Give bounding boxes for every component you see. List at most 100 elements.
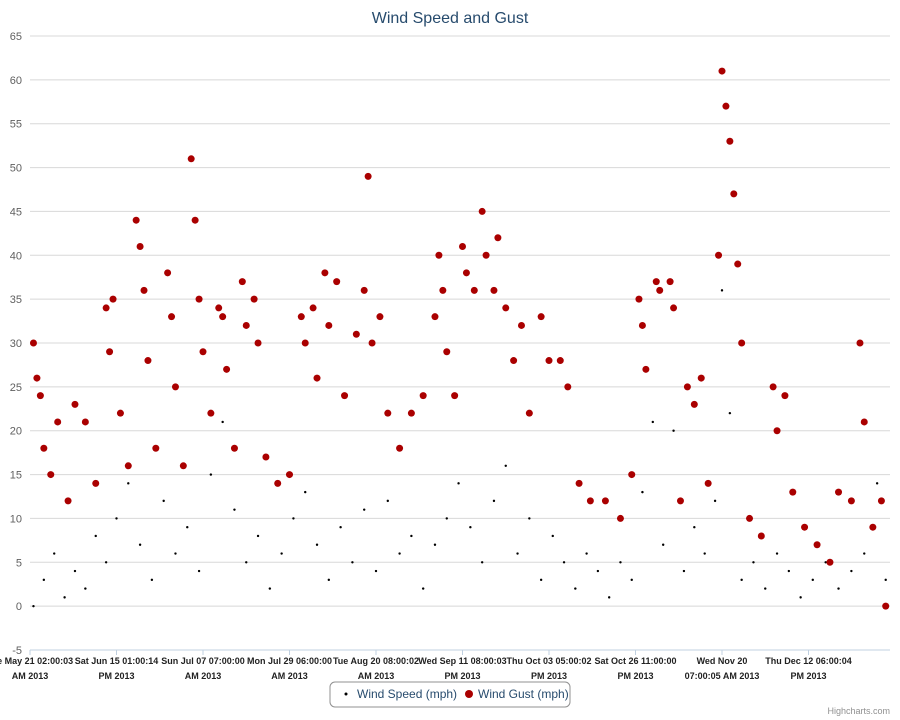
wind-gust-point [676,497,684,505]
wind-speed-point [884,578,887,582]
wind-speed-point [374,569,378,573]
wind-gust-point [556,357,564,365]
wind-gust-point [187,155,195,163]
wind-speed-point [528,517,531,520]
wind-gust-point [525,409,533,417]
wind-speed-series [32,289,887,608]
wind-gust-point [642,365,650,373]
wind-speed-point [84,587,87,590]
wind-gust-point [670,304,678,312]
wind-speed-point [775,552,779,555]
wind-speed-point [720,289,724,292]
wind-speed-point [764,587,767,590]
wind-gust-point [628,471,636,479]
wind-speed-point [445,517,448,520]
wind-gust-point [656,286,664,294]
wind-gust-point [757,532,765,540]
x-tick-label-line2: AM 2013 [271,671,308,681]
wind-gust-point [144,357,152,365]
wind-speed-point [104,561,108,564]
wind-speed-point [197,569,201,573]
wind-gust-point [860,418,868,426]
wind-gust-point [726,137,734,145]
wind-speed-point [280,552,283,555]
wind-gust-point [443,348,451,356]
credits-link[interactable]: Highcharts.com [827,706,890,716]
wind-gust-point [856,339,864,347]
x-tick-label-line2: AM 2013 [185,671,222,681]
wind-gust-legend-marker [465,690,473,698]
wind-gust-point [451,392,459,400]
wind-gust-point [286,471,293,479]
wind-speed-point [115,517,118,520]
wind-gust-point [704,479,712,487]
wind-gust-point [730,190,738,198]
grid [30,35,890,651]
wind-gust-point [690,400,698,408]
wind-gust-point [439,286,447,294]
wind-gust-point [517,321,525,329]
x-tick-label-line2: PM 2013 [617,671,653,681]
wind-speed-point [304,490,307,494]
wind-gust-point [360,286,368,294]
wind-speed-point [386,499,389,503]
wind-gust-point [54,418,62,426]
y-tick-label: 55 [10,119,22,131]
wind-gust-point [490,286,498,294]
wind-gust-point [297,313,305,321]
wind-gust-point [396,444,404,452]
wind-speed-point [421,587,425,590]
wind-gust-point [341,392,349,400]
wind-speed-point [53,552,56,555]
wind-gust-point [564,383,572,391]
wind-speed-point [492,499,496,503]
wind-speed-point [863,552,866,555]
wind-gust-point [482,251,490,259]
wind-speed-point [410,534,413,538]
x-tick-label: Sat Oct 26 11:00:00 [594,656,676,666]
wind-gust-point [494,234,502,242]
legend-item-wind-gust[interactable]: Wind Gust (mph) [465,687,569,701]
wind-speed-point [469,526,472,529]
wind-speed-point [837,587,840,590]
wind-gust-point [238,278,246,286]
wind-gust-point [207,409,215,417]
wind-speed-point [824,561,827,564]
wind-speed-point [562,561,566,564]
wind-speed-point [693,526,696,529]
wind-gust-point [36,392,44,400]
legend: Wind Speed (mph) Wind Gust (mph) [329,681,571,708]
wind-gust-point [179,462,187,470]
y-tick-label: 65 [10,31,22,43]
wind-speed-point [551,534,554,538]
x-tick-label-line2: PM 2013 [444,671,480,681]
x-tick-label-line2: AM 2013 [12,671,49,681]
wind-speed-point [539,578,543,582]
wind-gust-point [195,295,203,303]
wind-speed-point [315,543,319,546]
wind-gust-point [586,497,594,505]
wind-speed-point [186,526,189,529]
wind-gust-point [242,321,250,329]
wind-gust-point [545,357,553,365]
legend-item-wind-speed[interactable]: Wind Speed (mph) [344,687,458,701]
y-tick-label: 10 [10,513,22,525]
wind-gust-point [666,278,674,286]
wind-gust-point [81,418,89,426]
x-tick-label-line2: 07:00:05 AM 2013 [685,671,760,681]
wind-gust-point [309,304,317,312]
wind-gust-point [773,427,781,435]
y-axis-ticks: -5 0 5 10 15 20 25 30 35 40 45 50 55 60 65 [10,31,22,657]
wind-gust-point [250,295,258,303]
wind-speed-point [351,561,354,564]
wind-gust-point [835,488,843,496]
wind-gust-point [140,286,148,294]
wind-gust-point [333,278,341,286]
legend-label-wind-gust: Wind Gust (mph) [478,687,569,701]
wind-gust-point [92,479,100,487]
wind-gust-point [152,444,160,452]
x-tick-label: Mon Jul 29 06:00:00 [247,656,332,666]
wind-gust-series [29,67,890,610]
wind-gust-point [124,462,132,470]
legend-label-wind-speed: Wind Speed (mph) [357,687,457,701]
